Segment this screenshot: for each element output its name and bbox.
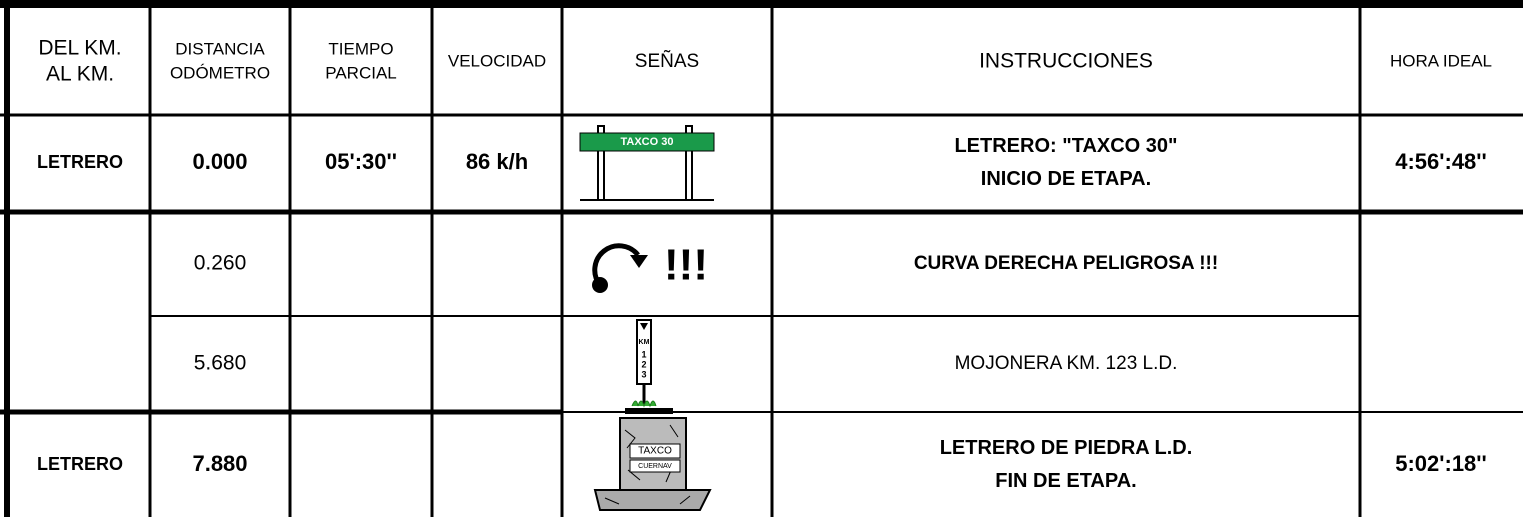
- exclaim-text: !!!: [664, 241, 708, 290]
- header-cell: INSTRUCCIONES: [979, 50, 1153, 73]
- cell-tiempo: 05':30'': [325, 149, 397, 174]
- km-marker-icon: KM 1 2 3: [625, 319, 673, 414]
- taxco-sign-icon: TAXCO 30: [579, 125, 715, 201]
- cell-hora: 5:02':18'': [1395, 451, 1487, 476]
- stone-sign-icon: TAXCO CUERNAV: [593, 417, 712, 511]
- header-cell: VELOCIDAD: [448, 51, 546, 70]
- cell-instrucciones: LETRERO DE PIEDRA L.D.: [940, 437, 1193, 459]
- header-cell: HORA IDEAL: [1390, 51, 1492, 70]
- header-cell: DEL KM.: [38, 37, 121, 60]
- cell-distancia: 5.680: [194, 352, 247, 375]
- header-cell: AL KM.: [46, 63, 114, 86]
- cell-distancia: 0.260: [194, 252, 247, 275]
- km-text: KM: [639, 339, 650, 346]
- km-text: 3: [641, 369, 646, 379]
- cell-instrucciones: FIN DE ETAPA.: [995, 470, 1136, 492]
- stone-text: TAXCO: [638, 446, 672, 457]
- cell-instrucciones: CURVA DERECHA PELIGROSA !!!: [914, 253, 1218, 274]
- cell-instrucciones: LETRERO: "TAXCO 30": [954, 135, 1177, 157]
- cell-distancia: 7.880: [192, 451, 247, 476]
- cell-instrucciones: MOJONERA KM. 123 L.D.: [955, 353, 1178, 374]
- cell-instrucciones: INICIO DE ETAPA.: [981, 168, 1151, 190]
- km-text: 2: [641, 359, 646, 369]
- header-cell: DISTANCIA: [175, 39, 265, 58]
- cell-del-km: LETRERO: [37, 152, 123, 172]
- header-cell: TIEMPO: [328, 39, 393, 58]
- sign-text: TAXCO 30: [621, 136, 674, 148]
- cell-velocidad: 86 k/h: [466, 149, 528, 174]
- cell-distancia: 0.000: [192, 149, 247, 174]
- km-text: 1: [641, 349, 646, 359]
- curve-icon: !!!: [592, 241, 708, 293]
- header-cell: ODÓMETRO: [170, 63, 270, 82]
- header-cell: PARCIAL: [325, 63, 397, 82]
- stone-text: CUERNAV: [638, 463, 672, 470]
- cell-hora: 4:56':48'': [1395, 149, 1487, 174]
- cell-del-km: LETRERO: [37, 454, 123, 474]
- header-cell: SEÑAS: [635, 50, 699, 72]
